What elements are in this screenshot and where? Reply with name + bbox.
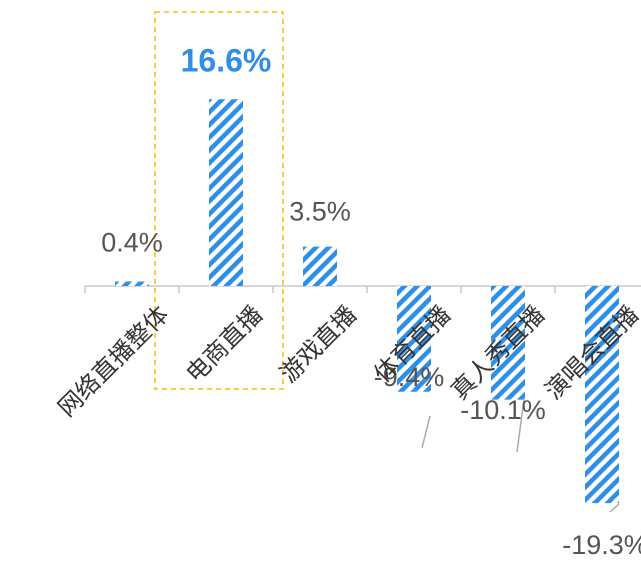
value-label: -10.1% (460, 395, 546, 425)
value-label: 3.5% (289, 197, 351, 227)
bar (491, 286, 525, 400)
category-label: 游戏直播 (275, 300, 363, 388)
leader-line (609, 503, 620, 513)
category-label: 网络直播整体 (53, 300, 175, 422)
leader-line (516, 398, 525, 453)
leader-line (421, 415, 431, 449)
value-label: 0.4% (101, 228, 163, 258)
value-label: -9.4% (374, 362, 445, 392)
category-label: 电商直播 (181, 300, 269, 388)
value-label: 16.6% (181, 42, 272, 78)
bar (397, 286, 431, 392)
value-label: -19.3% (562, 530, 641, 560)
bar (585, 286, 619, 504)
bar (303, 246, 337, 286)
bar (209, 99, 243, 286)
bar (115, 281, 149, 286)
highlight-box (154, 11, 284, 390)
